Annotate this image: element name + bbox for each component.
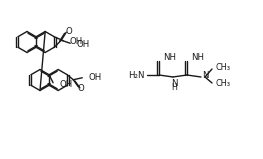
Text: N: N [171, 79, 177, 87]
Text: NH: NH [163, 52, 176, 62]
Text: OH: OH [59, 80, 72, 89]
Text: H₂N: H₂N [129, 70, 145, 80]
Text: O: O [66, 27, 73, 36]
Text: OH: OH [88, 73, 102, 82]
Text: O: O [78, 84, 85, 93]
Text: N: N [202, 72, 209, 80]
Text: OH: OH [76, 40, 89, 49]
Text: OH: OH [69, 37, 83, 46]
Text: H: H [171, 83, 177, 93]
Text: CH₃: CH₃ [215, 63, 230, 73]
Text: CH₃: CH₃ [215, 80, 230, 89]
Text: NH: NH [191, 52, 204, 62]
